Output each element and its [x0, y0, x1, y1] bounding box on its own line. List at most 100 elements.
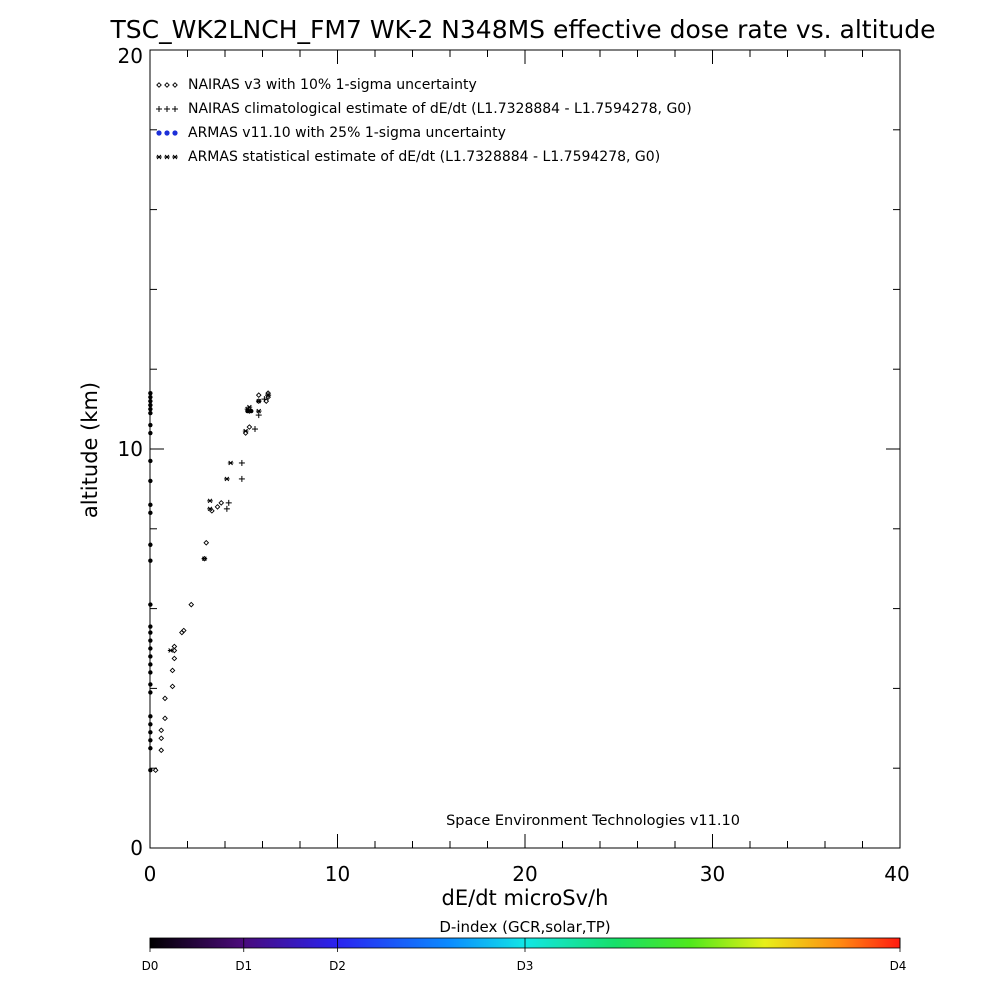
data-point-dot-shape: [148, 542, 153, 547]
data-point-dot-shape: [148, 646, 153, 651]
data-point-dot-shape: [148, 430, 153, 436]
colorbar-label-d0: D0: [142, 959, 159, 973]
data-point-diamond-shape: [180, 627, 187, 634]
colorbar-labels: D0 D1 D2 D3 D4: [142, 959, 907, 973]
data-point-diamond-shape: [255, 398, 262, 404]
data-point-diamond-shape: [203, 539, 210, 546]
data-point-diamond: [152, 767, 159, 774]
data-point-dot-shape: [148, 502, 153, 508]
data-point-asterisk: [246, 404, 253, 410]
data-point-plus: [252, 426, 258, 433]
legend-marker-dot-shape: [172, 130, 178, 136]
data-point-diamond-shape: [209, 508, 215, 514]
data-point-diamond: [158, 727, 165, 734]
x-tick-label-40: 40: [884, 862, 909, 886]
data-point-dot-shape: [148, 730, 153, 735]
data-point-dot-shape: [249, 408, 254, 414]
data-point-dot-shape: [148, 510, 153, 516]
data-point-dot-shape: [148, 458, 153, 464]
data-point-diamond: [246, 424, 253, 430]
x-tick-label-20: 20: [512, 862, 537, 886]
data-point-asterisk: [207, 506, 213, 512]
legend-marker-diamond: [164, 82, 170, 88]
data-point-dot: [148, 406, 153, 412]
legend-marker-asterisk: [164, 154, 170, 160]
data-point-diamond: [203, 539, 210, 546]
data-point-dot: [148, 630, 153, 635]
data-point-dot-shape: [148, 406, 153, 412]
data-point-diamond: [214, 504, 221, 510]
x-tick-labels: 0 10 20 30 40: [144, 862, 910, 886]
data-point-diamond-shape: [169, 683, 176, 690]
axis-ticks: [149, 49, 901, 849]
data-point-asterisk-d2: [247, 404, 252, 410]
data-point-dot: [148, 542, 153, 547]
chart-title: TSC_WK2LNCH_FM7 WK-2 N348MS effective do…: [110, 15, 936, 44]
data-point-dot: [148, 682, 153, 687]
data-point-diamond: [171, 647, 178, 654]
legend-symbol-plus: [156, 106, 178, 112]
data-point-dot: [148, 458, 153, 464]
data-point-dot: [148, 410, 153, 416]
plot-frame: [149, 49, 901, 849]
data-point-dot-shape: [148, 422, 153, 428]
data-point-diamond: [171, 643, 178, 650]
data-point-dot-shape: [148, 654, 153, 659]
data-point-diamond: [218, 500, 225, 506]
legend-marker-diamond: [172, 82, 178, 88]
data-point-dot: [148, 510, 153, 516]
legend-symbol-diamond: [156, 82, 178, 88]
data-point-asterisk: [227, 460, 234, 466]
legend-marker-asterisk-d2: [164, 154, 170, 160]
data-point-asterisk: [167, 648, 174, 653]
y-axis-label: altitude (km): [78, 382, 102, 518]
data-point-diamond-shape: [171, 643, 178, 650]
data-point-plus: [225, 499, 232, 506]
data-point-dot: [148, 602, 153, 607]
data-point-dot: [148, 402, 153, 408]
credit-annotation: Space Environment Technologies v11.10: [446, 813, 740, 829]
data-point-plus: [255, 412, 262, 419]
data-point-asterisk-d2: [202, 556, 207, 562]
colorbar-label-d2: D2: [329, 959, 346, 973]
colorbar-title: D-index (GCR,solar,TP): [439, 918, 610, 936]
data-point-diamond: [158, 747, 165, 754]
data-point-dot: [148, 690, 153, 695]
data-point-dot-shape: [148, 398, 153, 404]
data-point-asterisk: [224, 476, 230, 482]
legend-marker-asterisk: [172, 154, 178, 160]
data-point-diamond-shape: [158, 747, 165, 754]
data-point-dot-shape: [148, 767, 153, 773]
legend-marker-plus: [172, 106, 178, 112]
data-point-dot: [148, 646, 153, 651]
y-tick-label-10: 10: [118, 437, 143, 461]
data-points: [148, 390, 272, 774]
data-point-plus: [223, 505, 230, 512]
data-point-dot: [148, 390, 153, 396]
data-point-dot-shape: [148, 638, 153, 643]
data-point-diamond-shape: [169, 667, 176, 674]
x-axis-label: dE/dt microSv/h: [442, 886, 609, 910]
legend-marker-dot: [156, 130, 162, 136]
data-point-asterisk: [265, 392, 271, 398]
data-point-asterisk-d2: [207, 506, 213, 512]
data-point-diamond-shape: [218, 500, 225, 506]
data-point-diamond-shape: [255, 392, 262, 398]
data-point-diamond-shape: [171, 655, 178, 662]
colorbar-label-d4: D4: [890, 959, 907, 973]
data-point-asterisk: [207, 498, 213, 504]
data-point-diamond: [171, 655, 178, 662]
y-tick-labels: 0 10 20: [118, 44, 143, 860]
data-point-dot: [148, 654, 153, 659]
data-point-diamond-shape: [201, 555, 208, 562]
data-point-diamond: [180, 627, 187, 634]
data-point-asterisk-d2: [243, 428, 248, 434]
legend-marker-dot: [164, 130, 170, 136]
data-point-asterisk-d2: [207, 498, 213, 504]
legend-label-armas-statistical: ARMAS statistical estimate of dE/dt (L1.…: [188, 149, 660, 165]
data-point-diamond: [255, 392, 262, 398]
data-point-dot: [249, 408, 254, 414]
legend-label-armas: ARMAS v11.10 with 25% 1-sigma uncertaint…: [188, 125, 506, 141]
data-point-diamond-shape: [171, 647, 178, 654]
